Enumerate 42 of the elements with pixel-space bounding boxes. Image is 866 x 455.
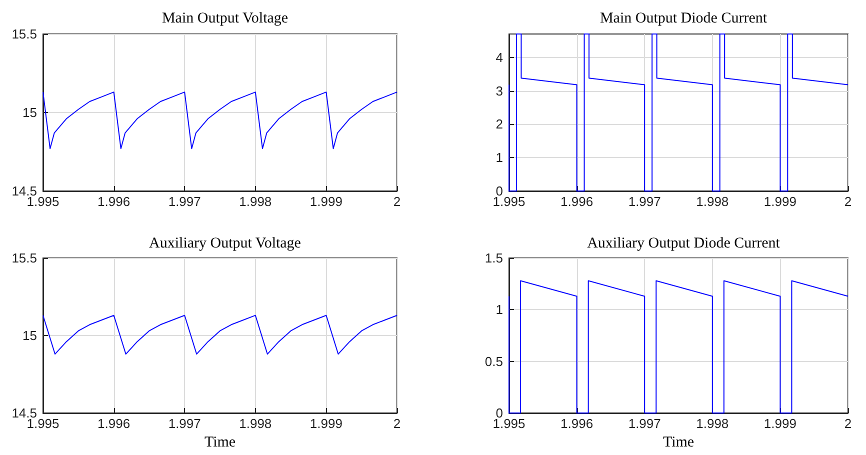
x-tick-label: 1.999 [764,194,796,209]
x-tick-label: 1.999 [310,194,342,209]
y-tick-label: 1 [496,150,503,166]
y-tick-label: 1.5 [484,250,503,266]
y-tick-label: 15.5 [12,250,37,266]
x-tick-label: 2 [393,416,401,431]
line-series [508,34,848,192]
y-tick-label: 15 [22,328,37,343]
chart-title: Main Output Diode Current [600,10,768,26]
x-axis-title: Time [662,434,694,450]
chart-title: Main Output Voltage [162,10,288,26]
chart-title: Auxiliary Output Diode Current [587,236,781,252]
x-tick-label: 1.997 [168,416,201,431]
x-tick-label: 1.998 [696,194,729,209]
y-tick-label: 15 [22,105,37,120]
x-tick-label: 1.996 [98,416,130,431]
chart-title: Auxiliary Output Voltage [149,236,302,252]
x-tick-label: 1.996 [98,194,130,209]
y-tick-label: 3 [496,83,503,98]
x-tick-label: 1.999 [310,416,342,431]
y-tick-label: 0.5 [484,354,503,369]
y-tick-label: 14.5 [12,406,37,420]
x-tick-label: 1.997 [168,194,201,209]
y-tick-label: 1 [496,302,503,318]
line-series [42,92,398,150]
y-tick-label: 2 [496,116,503,132]
x-tick-label: 1.996 [560,194,594,209]
line-series [42,314,398,355]
x-tick-label: 1.999 [764,416,796,431]
x-tick-label: 1.996 [560,416,594,431]
x-tick-label: 1.997 [628,416,661,431]
x-tick-label: 1.997 [628,194,661,209]
y-tick-label: 15.5 [12,26,37,42]
x-tick-label: 2 [393,194,401,209]
x-tick-label: 1.998 [239,416,272,431]
x-tick-label: 2 [844,194,852,209]
x-tick-label: 2 [844,416,852,431]
y-tick-label: 14.5 [12,184,37,198]
y-tick-label: 4 [496,50,503,65]
x-tick-label: 1.998 [239,194,272,209]
x-axis-title: Time [204,434,236,450]
x-tick-label: 1.998 [696,416,729,431]
